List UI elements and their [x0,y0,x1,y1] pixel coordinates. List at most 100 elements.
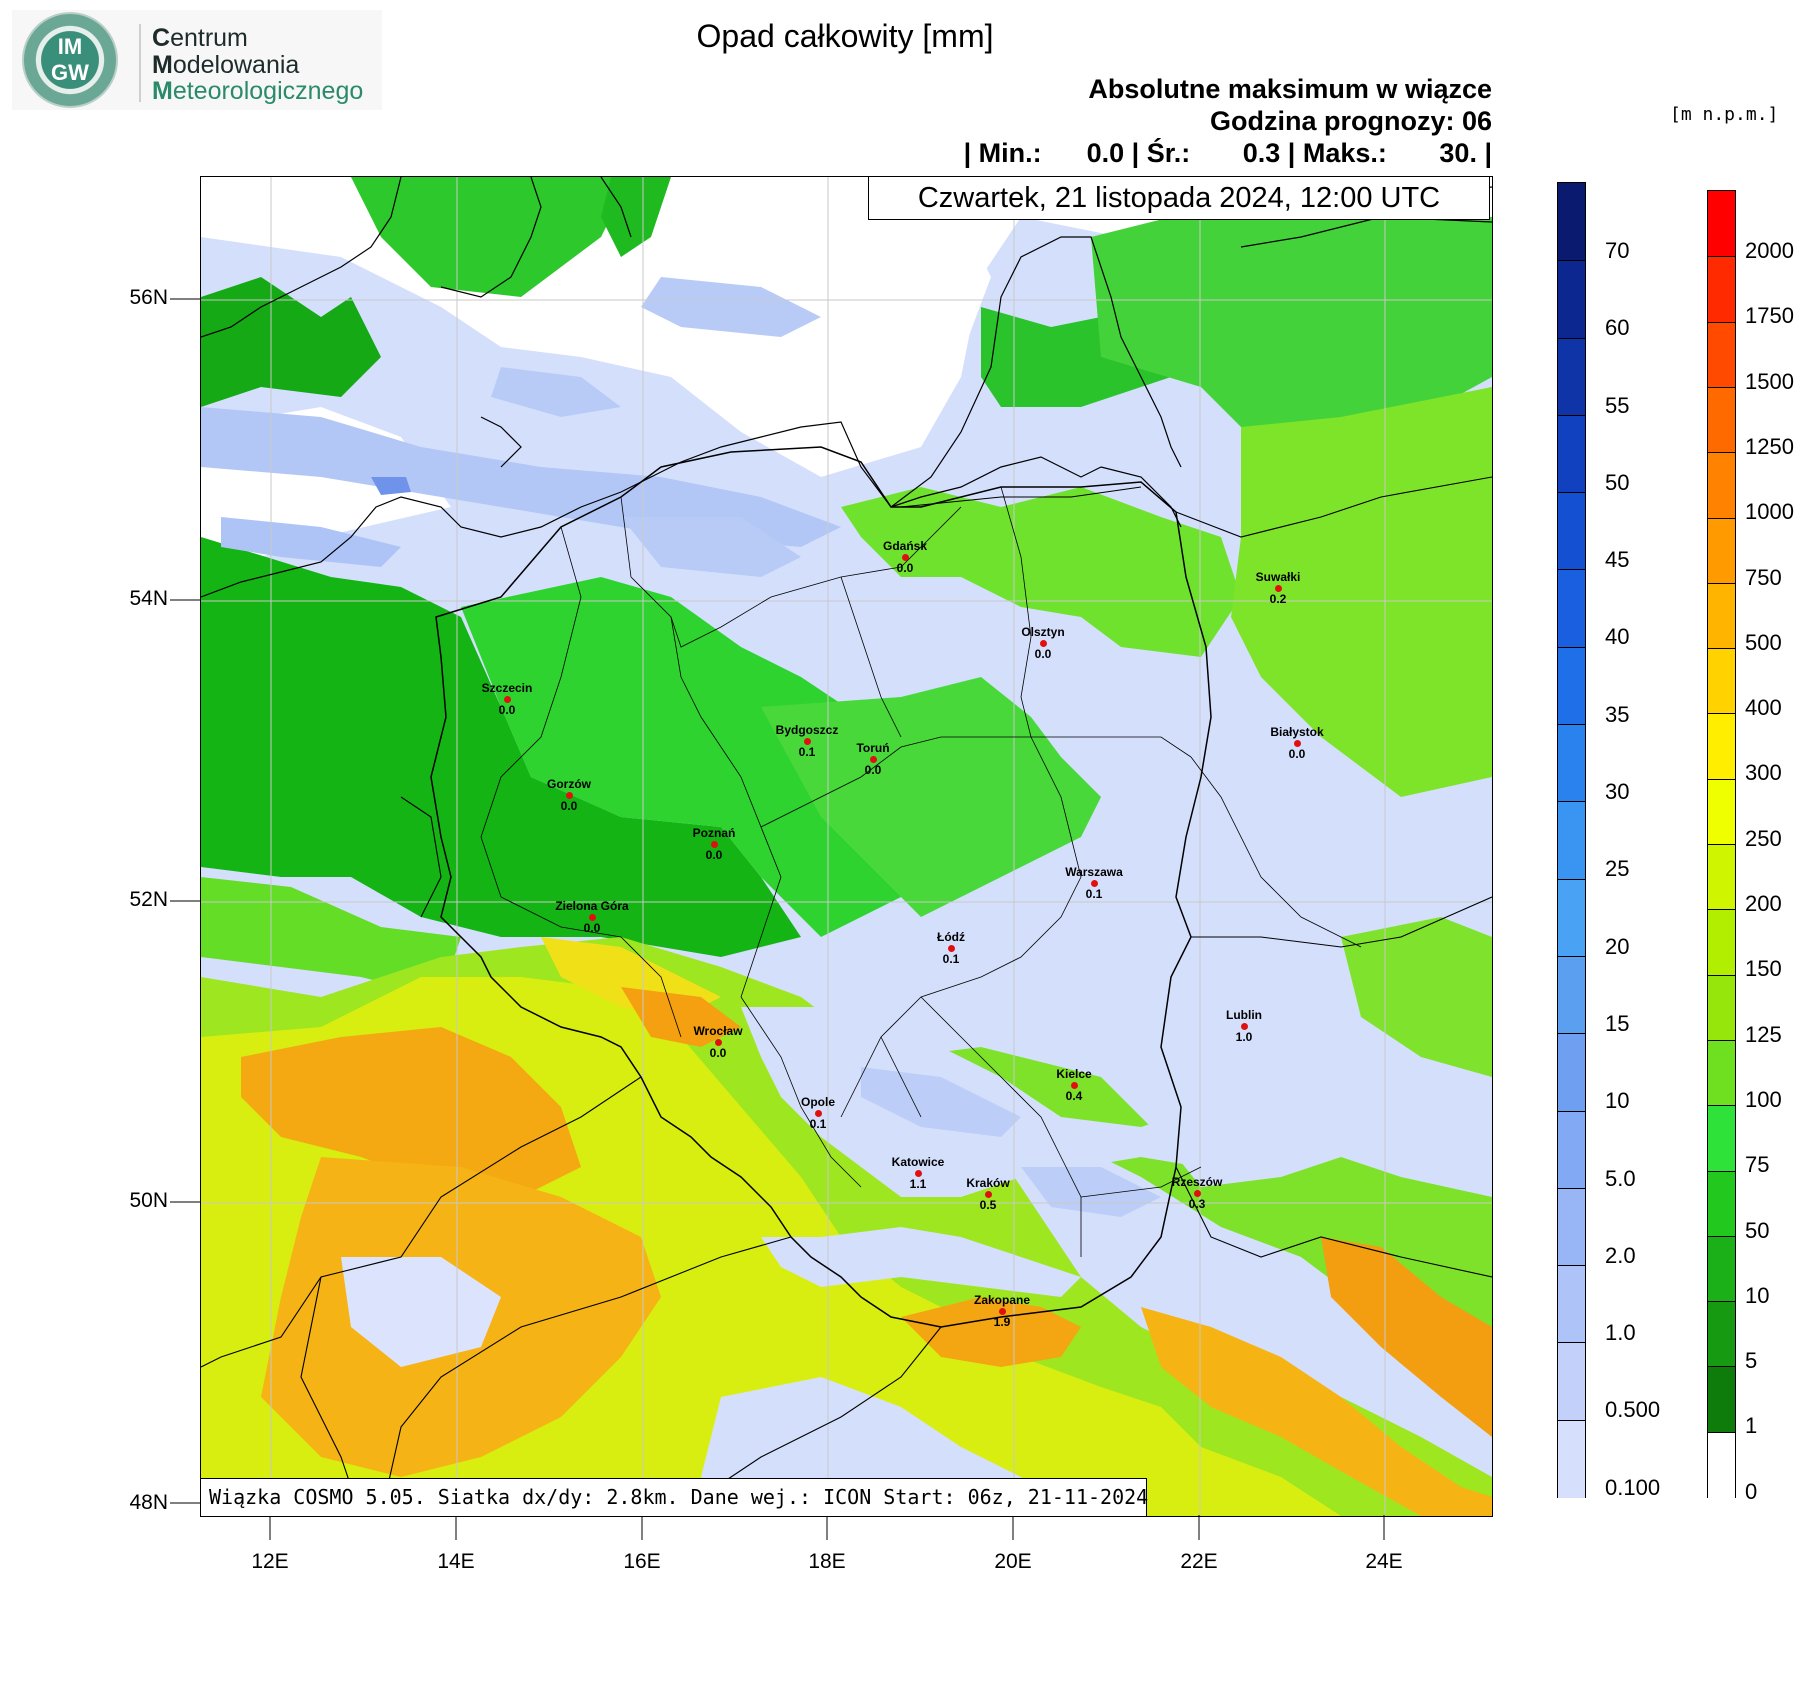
elev-labels-tick-label: 0 [1745,1478,1758,1504]
city-szczecin: Szczecin 0.0 [481,681,533,717]
city-marker-icon [710,841,718,848]
elevation-unit-label: [m n.p.m.] [1670,104,1779,125]
logo-divider [139,24,141,102]
precip-band-7 [1021,1167,1161,1217]
green-sweden-coast [351,177,631,297]
lat-lon-grid [201,177,1492,1516]
model-info-box: Wiązka COSMO 5.05. Siatka dx/dy: 2.8km. … [200,1478,1148,1517]
precip-labels-tick-label: 15 [1605,1010,1630,1036]
green-lublin-east [1341,917,1492,1077]
precip-labels-tick-label: 2.0 [1605,1242,1636,1268]
precip-cbar-segment [1558,1110,1585,1189]
city-suwalki: Suwałki 0.2 [1255,570,1301,606]
elev-cbar-segment [1708,844,1735,911]
lon-label-20e: 20E [994,1550,1032,1573]
precip-labels-tick-label: 50 [1605,469,1630,495]
precip-band-2 [221,517,401,567]
city-marker-icon [869,756,877,763]
city-marker-icon [1070,1082,1078,1089]
page-title: Opad całkowity [mm] [696,18,994,54]
precip-cbar-segment [1558,1342,1585,1421]
elev-labels-tick-label: 50 [1745,1217,1770,1243]
terrain-orange-west [241,1027,581,1197]
logo-line-2: Modelowania [152,51,300,79]
logo-line-1: Centrum [152,24,248,52]
city-marker-icon [947,945,955,952]
city-marker-icon [914,1170,922,1177]
lon-label-12e: 12E [251,1550,289,1573]
elev-cbar-segment [1708,191,1735,257]
city-gdansk: Gdańsk 0.0 [882,539,927,575]
elev-labels-tick-label: 250 [1745,825,1782,851]
city-lodz: Łódź 0.1 [937,930,965,966]
elev-labels-tick-label: 300 [1745,760,1782,786]
city-bialystok: Białystok 0.0 [1270,725,1324,761]
lowland-hungary-slovakia [761,1227,1081,1297]
city-kielce: Kielce 0.4 [1056,1067,1092,1103]
city-marker-icon [1240,1023,1248,1030]
lon-label-16e: 16E [623,1550,661,1573]
city-torun: Toruń 0.0 [856,741,890,777]
precip-labels-tick-label: 20 [1605,933,1630,959]
precip-cbar-segment [1558,260,1585,339]
elev-labels-tick-label: 10 [1745,1282,1770,1308]
green-sweden-inland [601,177,671,257]
city-marker-icon [1039,640,1047,647]
valid-time-text: Czwartek, 21 listopada 2024, 12:00 UTC [917,182,1441,214]
elev-labels-tick-label: 150 [1745,956,1782,982]
precipitation-map [200,176,1493,1517]
precip-cbar-segment [1558,801,1585,880]
elev-cbar-segment [1708,713,1735,780]
precip-band-1 [201,407,841,547]
poland-border [430,446,1212,1328]
city-marker-icon [1090,880,1098,887]
elev-labels-tick-label: 200 [1745,891,1782,916]
city-bydgoszcz: Bydgoszcz 0.1 [775,723,839,759]
elevation-colorbar [1707,190,1736,1498]
stats-line: | Min.: 0.0 | Śr.: 0.3 | Maks.: 30. | [963,138,1492,168]
city-zielona-gora: Zielona Góra 0.0 [555,899,629,935]
lon-label-18e: 18E [808,1550,846,1573]
elev-labels-tick-label: 500 [1745,629,1782,655]
terrain-orange-sudety [621,987,741,1047]
city-katowice: Katowice 1.1 [891,1155,945,1191]
precip-max-spot [371,477,411,495]
precip-labels-tick-label: 30 [1605,779,1630,805]
precip-band-3 [641,277,821,337]
elev-cbar-segment [1708,974,1735,1041]
lat-label-56n: 56N [129,286,168,309]
logo-badge-line2: GW [51,60,89,85]
precipitation-colorbar [1557,182,1586,1498]
subtitle-ensemble-max: Absolutne maksimum w wiązce [1088,74,1492,104]
city-marker-icon [1193,1190,1201,1197]
logo-badge-line1: IM [57,34,83,59]
city-olsztyn: Olsztyn 0.0 [1021,625,1065,661]
elev-cbar-segment [1708,1431,1735,1498]
precip-labels-tick-label: 10 [1605,1088,1630,1114]
precip-cbar-segment [1558,414,1585,494]
elev-labels-tick-label: 400 [1745,695,1782,721]
city-poznan: Poznań 0.0 [692,826,736,862]
elev-cbar-segment [1708,321,1735,388]
lat-label-54n: 54N [129,587,168,610]
precip-labels-tick-label: 1.0 [1605,1320,1636,1346]
city-warszawa: Warszawa 0.1 [1065,865,1123,901]
precip-cbar-segment [1558,183,1585,261]
elev-cbar-segment [1708,1105,1735,1172]
voivodeship-borders [480,486,1362,1257]
neighbour-borders [201,476,1492,1516]
city-marker-icon [588,914,596,921]
city-marker-icon [901,554,909,561]
precip-cbar-segment [1558,492,1585,571]
elev-cbar-segment [1708,1170,1735,1237]
elev-cbar-segment [1708,582,1735,650]
precip-cbar-segment [1558,955,1585,1035]
city-lublin: Lublin 1.0 [1226,1008,1262,1044]
elev-labels-tick-label: 2000 [1745,238,1794,263]
valid-time-box: Czwartek, 21 listopada 2024, 12:00 UTC [868,176,1490,220]
map-canvas [201,177,1492,1516]
precip-cbar-segment [1558,1033,1585,1112]
green-ne-poland [841,487,1241,657]
logo-line-3: Meteorologicznego [152,77,364,105]
terrain-orange-carpathians [1141,1307,1492,1516]
